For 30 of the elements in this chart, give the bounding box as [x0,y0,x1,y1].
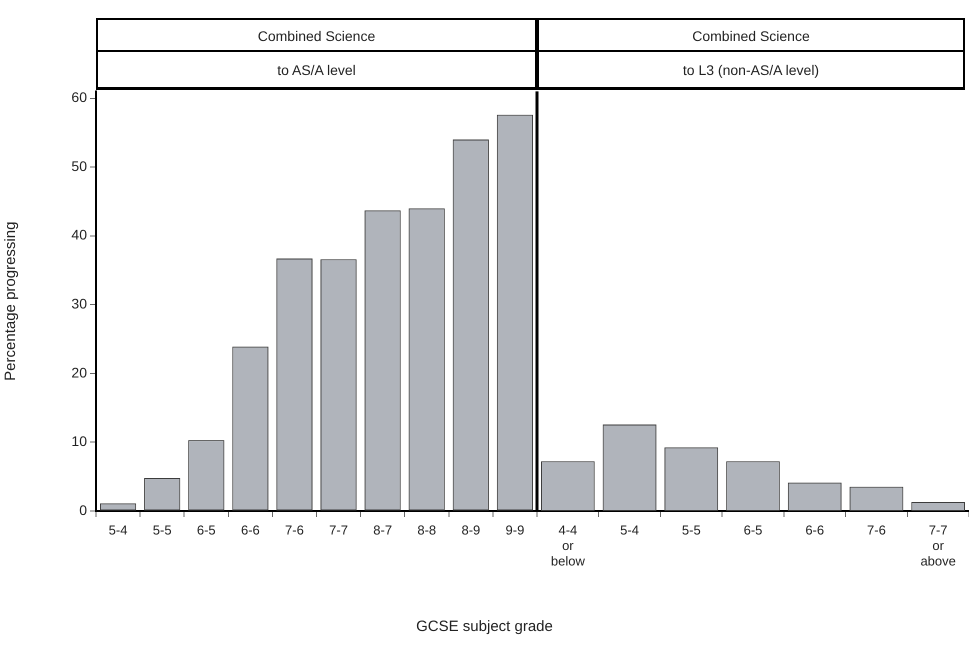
y-axis-title: Percentage progressing [2,222,20,381]
chart-title: Combined Science [96,18,537,51]
y-tick-label: 40 [71,226,88,243]
chart-subtitle: to L3 (non-AS/A level) [537,50,965,90]
x-tick-label: 6-5 [744,522,762,538]
x-tick-label: 7-7 [329,522,348,538]
x-tick-label: 7-6 [285,522,304,538]
x-tick-label: 8-9 [461,522,480,538]
x-tick-label: 4-4 or below [550,522,586,569]
x-tick-label: 6-5 [196,522,216,538]
x-tick-label: 6-6 [805,522,824,538]
x-tick-label: 5-4 [620,522,639,538]
y-tick-label: 10 [71,433,88,450]
y-tick-label: 30 [71,296,88,312]
x-tick-label: 7-6 [867,522,886,538]
x-tick-label: 5-5 [152,522,172,538]
y-tick-label: 0 [79,502,88,518]
x-tick-label: 9-9 [506,522,524,538]
x-tick-label: 7-7 or above [920,522,956,569]
x-tick-label: 6-6 [240,522,260,538]
x-tick-label: 5-5 [682,522,701,538]
y-tick-label: 50 [71,158,88,174]
y-tick-label: 20 [71,364,88,380]
y-tick-label: 60 [71,89,88,106]
x-axis-title: GCSE subject grade [415,618,554,635]
x-tick-label: 8-7 [373,522,392,538]
x-tick-label: 8-8 [417,522,436,538]
x-tick-label: 5-4 [108,522,128,538]
chart-title: Combined Science [537,18,965,51]
chart-subtitle: to AS/A level [96,50,537,90]
